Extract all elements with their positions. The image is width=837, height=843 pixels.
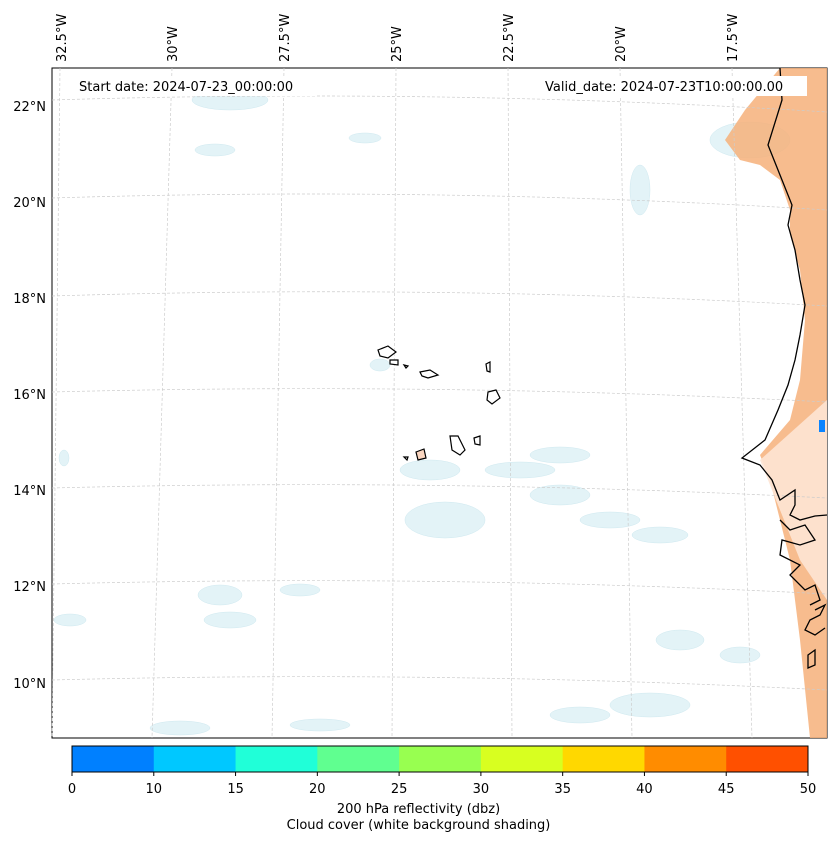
island-santa-luzia <box>402 364 410 369</box>
island-santiago <box>449 435 466 456</box>
lat-label: 16°N <box>13 388 46 403</box>
valid-date-label: Valid_date: 2024-07-23T10:00:00.00 <box>545 80 783 95</box>
latitude-labels: 22°N 20°N 18°N 16°N 14°N 12°N 10°N <box>13 100 46 692</box>
colorbar-ticks: 0 10 15 20 25 30 35 40 45 50 <box>68 772 816 797</box>
colorbar-swatch <box>562 746 645 772</box>
colorbar-swatch <box>399 746 482 772</box>
island-maio <box>473 435 481 446</box>
island-santo-antao <box>377 345 397 359</box>
lat-label: 20°N <box>13 196 46 211</box>
colorbar-swatch <box>153 746 237 772</box>
lon-label: 20°W <box>614 26 629 62</box>
colorbar-tick-label: 45 <box>718 782 735 797</box>
colorbar-tick-label: 20 <box>309 782 326 797</box>
colorbar-label-line2: Cloud cover (white background shading) <box>286 818 551 833</box>
lon-label: 17.5°W <box>726 14 741 62</box>
colorbar: 0 10 15 20 25 30 35 40 45 50 <box>68 745 816 797</box>
colorbar-label-line1: 200 hPa reflectivity (dbz) <box>336 802 501 817</box>
island-sal <box>485 361 491 373</box>
coastline <box>740 67 828 669</box>
colorbar-swatch <box>317 746 400 772</box>
lat-label: 12°N <box>13 580 46 595</box>
lat-label: 14°N <box>13 484 46 499</box>
colorbar-tick-label: 15 <box>227 782 244 797</box>
colorbar-tick-label: 35 <box>554 782 571 797</box>
lon-label: 30°W <box>166 26 181 62</box>
lon-label: 32.5°W <box>55 14 70 62</box>
colorbar-tick-label: 25 <box>391 782 408 797</box>
colorbar-tick-label: 0 <box>68 782 76 797</box>
colorbar-tick-label: 30 <box>473 782 490 797</box>
map-panel <box>51 67 828 739</box>
island-brava <box>402 456 409 462</box>
colorbar-tick-label: 10 <box>146 782 163 797</box>
lon-label: 25°W <box>390 26 405 62</box>
colorbar-swatch <box>644 746 727 772</box>
cabo-verde-islands <box>377 345 501 462</box>
colorbar-tick-label: 50 <box>800 782 817 797</box>
valid-date-box <box>540 76 807 96</box>
island-sao-vicente <box>389 359 399 366</box>
lon-label: 22.5°W <box>502 14 517 62</box>
colorbar-swatches <box>72 746 809 772</box>
island-fogo <box>415 448 427 461</box>
colorbar-swatch <box>726 746 809 772</box>
start-date-label: Start date: 2024-07-23_00:00:00 <box>79 80 293 95</box>
colorbar-tick-label: 40 <box>636 782 653 797</box>
island-boa-vista <box>486 389 501 405</box>
island-sao-nicolau <box>419 369 440 379</box>
lat-label: 10°N <box>13 677 46 692</box>
colorbar-swatch <box>480 746 564 772</box>
graticule <box>51 67 828 739</box>
start-date-box <box>72 76 317 96</box>
lat-label: 18°N <box>13 292 46 307</box>
colorbar-swatch <box>235 746 318 772</box>
colorbar-swatch <box>72 746 155 772</box>
lon-label: 27.5°W <box>278 14 293 62</box>
lat-label: 22°N <box>13 100 46 115</box>
land-reflectivity-shading <box>725 68 827 738</box>
longitude-labels: 32.5°W 30°W 27.5°W 25°W 22.5°W 20°W 17.5… <box>55 14 741 62</box>
colorbar-frame <box>71 745 809 773</box>
